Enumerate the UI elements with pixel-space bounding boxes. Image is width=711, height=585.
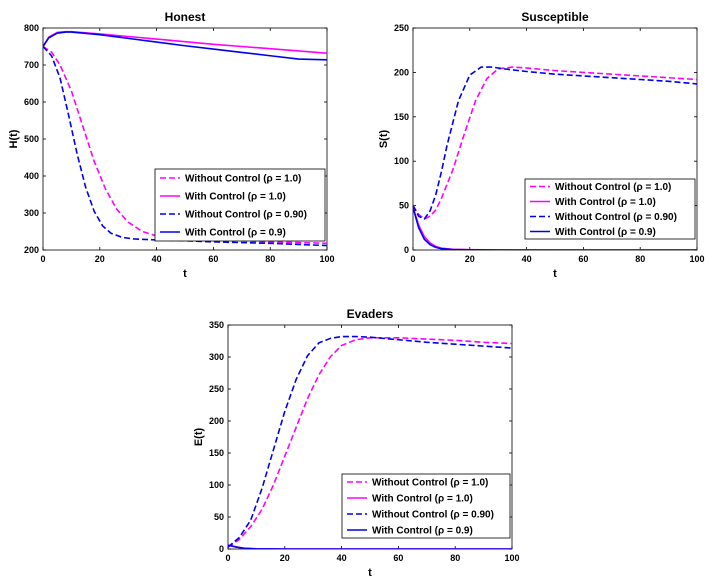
honest-legend-label-3: Without Control (ρ = 0.90) [185, 210, 307, 221]
evaders-y-tick-label: 50 [214, 512, 224, 522]
evaders-series-line-4 [228, 544, 512, 549]
susceptible-y-tick-label: 0 [404, 245, 409, 255]
evaders-legend-box [341, 473, 511, 539]
honest-y-tick-label: 200 [24, 245, 39, 255]
evaders-y-tick-label: 100 [209, 480, 224, 490]
susceptible-x-tick-label: 20 [465, 254, 475, 264]
susceptible-x-tick-label: 0 [410, 254, 415, 264]
susceptible-legend-box [524, 178, 696, 240]
evaders-x-tick-label: 20 [280, 553, 290, 563]
chart-honest: Honest 0 20 40 60 80 100 200 300 400 500 600 700 800 t… [8, 10, 335, 280]
susceptible-y-tick-label: 250 [394, 23, 409, 33]
honest-y-tick-label: 300 [24, 208, 39, 218]
evaders-y-tick-label: 200 [209, 416, 224, 426]
evaders-legend-label-3: Without Control (ρ = 0.90) [372, 510, 494, 521]
susceptible-y-tick-label: 100 [394, 156, 409, 166]
evaders-x-axis-label: t [368, 567, 372, 579]
susceptible-y-axis-label: S(t) [378, 130, 390, 149]
evaders-x-tick-label: 60 [393, 553, 403, 563]
susceptible-y-tick-label: 200 [394, 67, 409, 77]
honest-x-tick-label: 80 [265, 254, 275, 264]
chart-evaders: Evaders 0 20 40 60 80 100 0 50 100 150 200 250 300 350… [193, 307, 520, 579]
honest-x-axis-label: t [183, 268, 187, 280]
susceptible-series-line-3 [413, 66, 697, 220]
evaders-y-axis-label: E(t) [193, 428, 205, 447]
evaders-x-tick-label: 80 [450, 553, 460, 563]
honest-legend-label-4: With Control (ρ = 0.9) [185, 228, 286, 239]
evaders-y-tick-label: 150 [209, 448, 224, 458]
evaders-chart-title: Evaders [347, 307, 394, 321]
chart-susceptible: Susceptible 0 20 40 60 80 100 0 50 100 150 200 250 t S… [378, 10, 705, 280]
evaders-x-tick-label: 0 [225, 553, 230, 563]
evaders-y-tick-label: 250 [209, 384, 224, 394]
honest-y-tick-label: 500 [24, 134, 39, 144]
susceptible-x-tick-label: 60 [578, 254, 588, 264]
susceptible-legend-label-2: With Control (ρ = 1.0) [555, 197, 656, 208]
susceptible-y-tick-label: 150 [394, 112, 409, 122]
evaders-legend-label-4: With Control (ρ = 0.9) [372, 526, 473, 537]
susceptible-legend-label-1: Without Control (ρ = 1.0) [555, 182, 671, 193]
evaders-legend-label-1: Without Control (ρ = 1.0) [372, 478, 488, 489]
honest-legend-label-1: Without Control (ρ = 1.0) [185, 174, 301, 185]
susceptible-legend-label-3: Without Control (ρ = 0.90) [555, 212, 677, 223]
evaders-y-tick-label: 300 [209, 352, 224, 362]
honest-chart-title: Honest [165, 10, 206, 24]
evaders-y-tick-label: 350 [209, 320, 224, 330]
evaders-y-tick-label: 0 [219, 544, 224, 554]
susceptible-series-line-1 [413, 66, 697, 220]
honest-y-tick-label: 600 [24, 97, 39, 107]
honest-y-axis-label: H(t) [8, 129, 20, 148]
honest-legend-box [154, 168, 326, 242]
susceptible-y-tick-label: 50 [399, 201, 409, 211]
susceptible-legend: Without Control (ρ = 1.0) With Control (ρ… [524, 178, 696, 240]
evaders-x-tick-label: 40 [337, 553, 347, 563]
evaders-series-line-3 [228, 335, 512, 548]
evaders-legend: Without Control (ρ = 1.0) With Control (ρ… [341, 473, 511, 539]
honest-legend: Without Control (ρ = 1.0) With Control (ρ… [154, 168, 326, 242]
susceptible-x-axis-label: t [553, 268, 557, 280]
honest-y-tick-label: 700 [24, 60, 39, 70]
honest-legend-label-2: With Control (ρ = 1.0) [185, 192, 286, 203]
susceptible-x-tick-label: 80 [635, 254, 645, 264]
susceptible-x-tick-label: 40 [522, 254, 532, 264]
evaders-legend-label-2: With Control (ρ = 1.0) [372, 494, 473, 505]
susceptible-legend-label-4: With Control (ρ = 0.9) [555, 227, 656, 238]
honest-x-tick-label: 0 [40, 254, 45, 264]
evaders-x-tick-label: 100 [504, 553, 519, 563]
honest-series-line-3 [43, 45, 327, 247]
honest-series-line-4 [43, 31, 327, 61]
honest-y-tick-label: 400 [24, 171, 39, 181]
susceptible-chart-title: Susceptible [521, 10, 589, 24]
susceptible-x-tick-label: 100 [689, 254, 704, 264]
honest-x-tick-label: 100 [319, 254, 334, 264]
susceptible-series-line-4 [413, 207, 697, 250]
honest-y-tick-label: 800 [24, 23, 39, 33]
honest-x-tick-label: 20 [95, 254, 105, 264]
honest-x-tick-label: 40 [152, 254, 162, 264]
honest-x-tick-label: 60 [208, 254, 218, 264]
evaders-series-line-1 [228, 337, 512, 548]
